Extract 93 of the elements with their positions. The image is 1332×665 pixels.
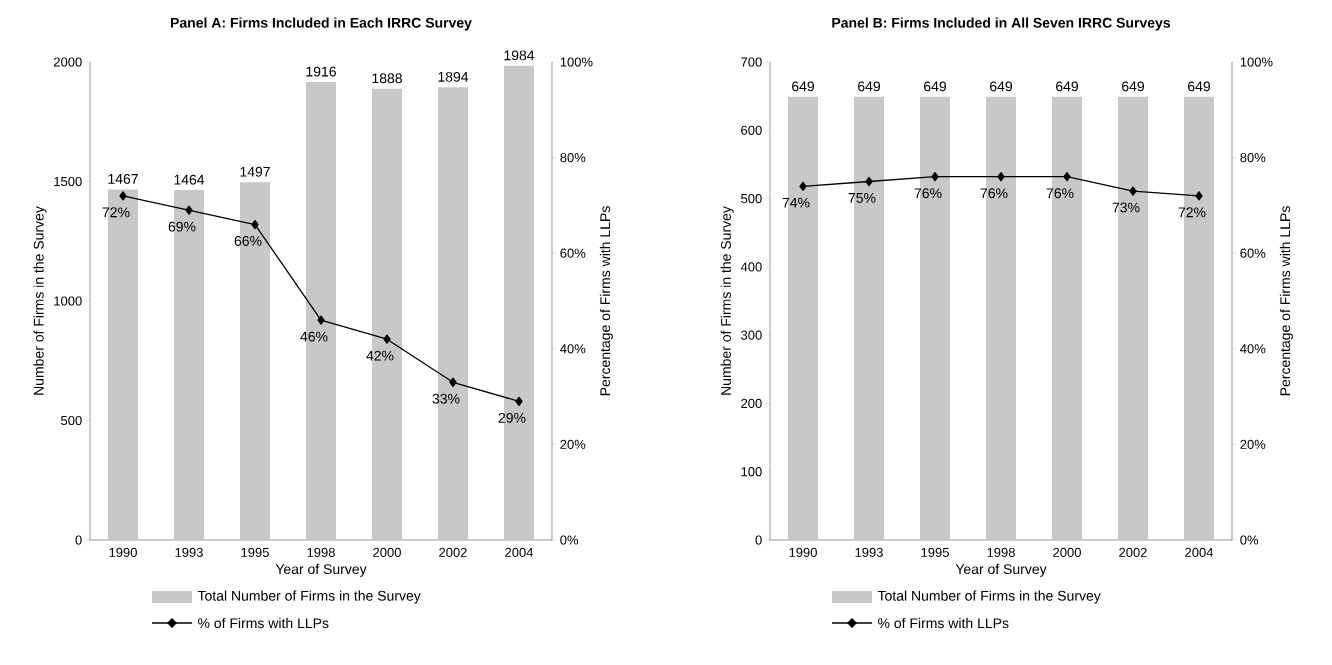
data-label: 1467	[108, 173, 138, 184]
x-tick-label: 2002	[1119, 547, 1147, 557]
point	[449, 377, 457, 387]
y2-tick-label: 100%	[560, 57, 593, 67]
point	[1063, 172, 1071, 182]
chart-title: Panel A: Firms Included in Each IRRC Survey	[171, 17, 472, 31]
y-tick-label: 0	[75, 535, 82, 545]
chart-title: Panel B: Firms Included in All Seven IRRC Surveys	[832, 17, 1171, 31]
data-label: 72%	[1178, 207, 1206, 218]
legend-label: % of Firms with LLPs	[878, 617, 1009, 629]
y2-axis-title: Percentage of Firms with LLPs	[599, 206, 613, 396]
y2-tick-label: 40%	[1240, 344, 1266, 354]
x-axis-title: Year of Survey	[275, 563, 367, 577]
y2-tick-label: 80%	[560, 152, 586, 163]
y-tick-label: 400	[740, 262, 762, 272]
y2-tick-label: 20%	[1240, 439, 1266, 449]
x-axis-title: Year of Survey	[955, 563, 1047, 577]
point	[119, 191, 127, 201]
y2-axis-title: Percentage of Firms with LLPs	[1279, 206, 1293, 396]
x-tick-label: 2000	[1053, 547, 1081, 557]
data-label: 46%	[300, 331, 328, 342]
x-tick-label: 1998	[987, 547, 1015, 557]
point	[799, 181, 807, 191]
y-tick-label: 0	[755, 535, 762, 545]
data-label: 649	[858, 81, 881, 92]
point	[1129, 186, 1137, 196]
y-tick-label: 700	[741, 57, 762, 67]
x-tick-label: 2000	[373, 547, 401, 557]
point	[251, 219, 259, 230]
x-tick-label: 1993	[855, 547, 883, 557]
y-tick-label: 500	[741, 193, 762, 204]
y2-tick-label: 100%	[1240, 57, 1273, 67]
data-label: 74%	[782, 197, 810, 208]
y-axis-title: Number of Firms in the Survey	[720, 206, 734, 395]
y-tick-label: 2000	[53, 57, 82, 67]
y2-tick-label: 60%	[560, 248, 586, 258]
data-label: 1984	[504, 50, 535, 61]
data-label: 42%	[366, 350, 394, 361]
data-label: 1464	[174, 174, 205, 185]
y-axis-title: Number of Firms in the Survey	[33, 206, 47, 395]
data-label: 66%	[234, 236, 262, 246]
y2-tick-label: 40%	[560, 344, 586, 354]
legend-label: Total Number of Firms in the Survey	[197, 590, 421, 604]
data-label: 75%	[848, 193, 876, 203]
data-label: 649	[924, 81, 947, 92]
y2-tick-label: 80%	[1240, 152, 1266, 163]
data-label: 649	[792, 81, 815, 92]
y-tick-label: 1000	[54, 296, 82, 306]
point	[317, 315, 325, 325]
data-label: 649	[1188, 81, 1211, 92]
data-label: 1894	[438, 71, 469, 82]
y-tick-label: 200	[741, 398, 762, 409]
data-label: 33%	[432, 393, 460, 404]
y-tick-label: 100	[741, 467, 762, 477]
data-label: 76%	[980, 188, 1008, 199]
x-tick-label: 2004	[505, 547, 534, 557]
data-label: 76%	[1046, 188, 1074, 199]
data-label: 76%	[914, 188, 942, 199]
point	[865, 176, 873, 187]
point	[383, 334, 391, 344]
point	[997, 172, 1005, 182]
data-label: 72%	[102, 207, 130, 218]
data-label: 1497	[240, 166, 270, 177]
y2-tick-label: 0%	[560, 535, 579, 545]
y2-tick-label: 0%	[1240, 535, 1259, 545]
legend-label: % of Firms with LLPs	[198, 617, 329, 629]
x-tick-label: 2002	[439, 547, 467, 557]
y2-tick-label: 20%	[560, 439, 586, 449]
x-tick-label: 2004	[1185, 547, 1214, 557]
data-label: 649	[990, 81, 1013, 92]
x-tick-label: 1995	[921, 547, 949, 557]
y-tick-label: 500	[61, 415, 82, 426]
data-label: 1916	[306, 66, 336, 77]
data-label: 73%	[1112, 202, 1140, 213]
data-label: 29%	[498, 412, 526, 423]
y-tick-label: 1500	[54, 176, 82, 187]
data-label: 649	[1056, 81, 1079, 92]
point	[1195, 191, 1203, 201]
y-tick-label: 300	[741, 330, 762, 340]
x-tick-label: 1998	[307, 547, 335, 557]
point	[185, 205, 193, 215]
y-tick-label: 600	[741, 125, 762, 135]
y2-tick-label: 60%	[1240, 248, 1266, 258]
point	[515, 396, 523, 407]
data-label: 1888	[372, 73, 402, 84]
x-tick-label: 1995	[241, 547, 269, 557]
point	[931, 172, 939, 182]
data-label: 69%	[168, 221, 196, 232]
data-label: 649	[1122, 81, 1145, 92]
x-tick-label: 1990	[789, 547, 817, 557]
legend-label: Total Number of Firms in the Survey	[877, 590, 1101, 604]
x-tick-label: 1993	[175, 547, 203, 557]
x-tick-label: 1990	[109, 547, 137, 557]
